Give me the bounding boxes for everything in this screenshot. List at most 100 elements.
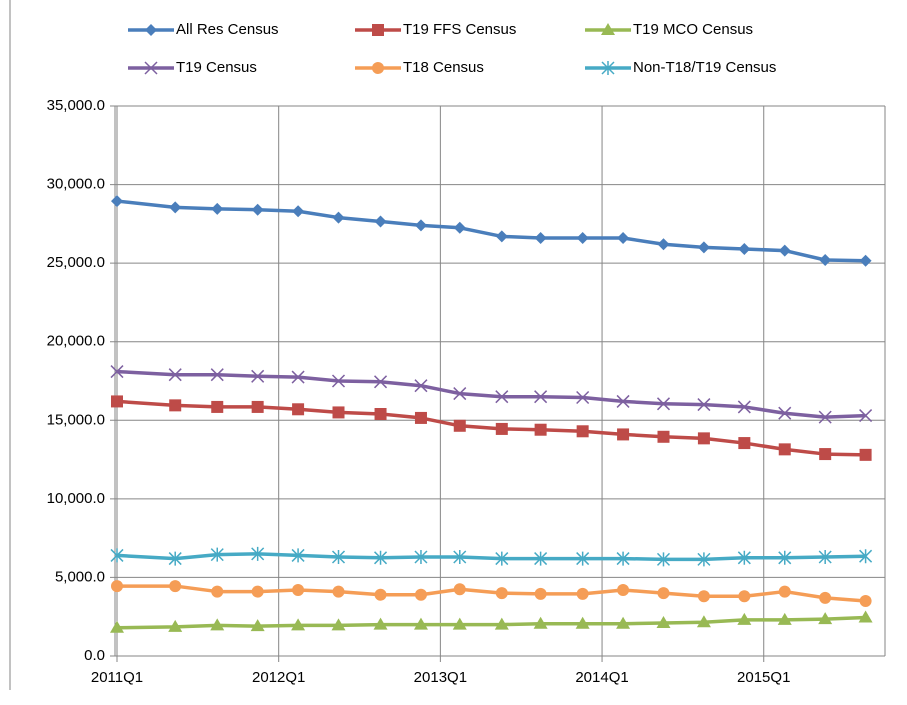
marker bbox=[453, 550, 467, 564]
marker bbox=[818, 410, 832, 424]
marker bbox=[331, 374, 346, 388]
legend-label: T18 Census bbox=[403, 59, 484, 76]
marker bbox=[858, 610, 873, 623]
marker bbox=[332, 406, 345, 419]
marker bbox=[374, 550, 388, 565]
marker bbox=[211, 400, 224, 413]
marker bbox=[778, 550, 792, 565]
marker bbox=[168, 551, 182, 566]
marker bbox=[291, 548, 305, 563]
y-tick-label: 5,000.0 bbox=[55, 568, 105, 585]
marker bbox=[534, 232, 547, 244]
marker bbox=[374, 215, 387, 228]
marker bbox=[617, 584, 630, 596]
series-line bbox=[116, 615, 866, 630]
y-tick-label: 25,000.0 bbox=[47, 254, 105, 271]
y-tick-label: 30,000.0 bbox=[47, 176, 105, 193]
marker bbox=[777, 612, 792, 625]
marker bbox=[697, 398, 711, 412]
marker bbox=[169, 201, 182, 214]
marker bbox=[414, 411, 427, 424]
marker bbox=[737, 550, 751, 565]
marker bbox=[168, 368, 182, 382]
marker bbox=[372, 62, 384, 74]
marker bbox=[453, 387, 467, 401]
marker bbox=[453, 419, 466, 432]
marker bbox=[414, 550, 428, 564]
legend-label: T19 MCO Census bbox=[633, 21, 753, 38]
marker bbox=[211, 585, 224, 598]
marker bbox=[292, 205, 305, 218]
marker bbox=[251, 400, 264, 413]
marker bbox=[656, 616, 671, 628]
marker bbox=[251, 546, 265, 561]
marker bbox=[657, 430, 670, 443]
marker bbox=[495, 230, 508, 243]
marker bbox=[656, 397, 671, 411]
marker bbox=[494, 617, 509, 630]
marker bbox=[495, 551, 509, 566]
marker bbox=[110, 620, 124, 633]
marker bbox=[601, 23, 615, 35]
marker bbox=[616, 616, 631, 629]
marker bbox=[332, 585, 345, 598]
marker bbox=[818, 550, 832, 564]
marker bbox=[210, 547, 224, 562]
marker bbox=[372, 24, 384, 36]
marker bbox=[373, 617, 388, 630]
marker bbox=[576, 551, 590, 566]
marker bbox=[859, 409, 873, 423]
marker bbox=[534, 551, 548, 566]
marker bbox=[414, 588, 427, 601]
marker bbox=[291, 370, 305, 384]
marker bbox=[331, 550, 346, 564]
marker bbox=[778, 406, 792, 420]
marker bbox=[453, 583, 466, 596]
marker bbox=[110, 365, 124, 379]
marker bbox=[169, 399, 182, 412]
marker bbox=[331, 618, 346, 631]
marker bbox=[859, 254, 872, 267]
marker bbox=[211, 202, 224, 215]
marker bbox=[374, 408, 387, 420]
x-tick-label: 2013Q1 bbox=[414, 669, 467, 686]
series-line bbox=[116, 552, 866, 562]
marker bbox=[452, 617, 467, 630]
marker bbox=[657, 587, 670, 600]
marker bbox=[413, 617, 428, 630]
marker bbox=[111, 395, 123, 408]
marker bbox=[576, 232, 589, 244]
legend-label: All Res Census bbox=[176, 21, 279, 38]
marker bbox=[144, 61, 158, 75]
marker bbox=[414, 379, 428, 393]
marker bbox=[616, 394, 630, 408]
marker bbox=[453, 221, 466, 234]
marker bbox=[818, 612, 833, 625]
marker bbox=[737, 612, 752, 625]
y-tick-label: 35,000.0 bbox=[47, 97, 105, 114]
marker bbox=[601, 61, 615, 75]
marker bbox=[534, 390, 548, 404]
marker bbox=[778, 585, 791, 598]
marker bbox=[576, 425, 589, 438]
x-tick-label: 2014Q1 bbox=[575, 669, 628, 686]
marker bbox=[145, 24, 157, 36]
marker bbox=[859, 595, 872, 607]
marker bbox=[738, 243, 751, 255]
marker bbox=[250, 619, 265, 632]
marker bbox=[534, 587, 547, 600]
marker bbox=[819, 448, 832, 461]
marker bbox=[819, 254, 832, 266]
marker bbox=[169, 580, 182, 593]
marker bbox=[374, 588, 387, 601]
marker bbox=[576, 390, 590, 405]
marker bbox=[291, 618, 306, 631]
marker bbox=[697, 432, 710, 445]
marker bbox=[292, 403, 305, 416]
marker bbox=[292, 584, 305, 596]
x-tick-label: 2012Q1 bbox=[252, 669, 305, 686]
series-line bbox=[116, 369, 866, 419]
series-line bbox=[116, 199, 866, 263]
marker bbox=[251, 369, 265, 383]
marker bbox=[332, 211, 345, 224]
